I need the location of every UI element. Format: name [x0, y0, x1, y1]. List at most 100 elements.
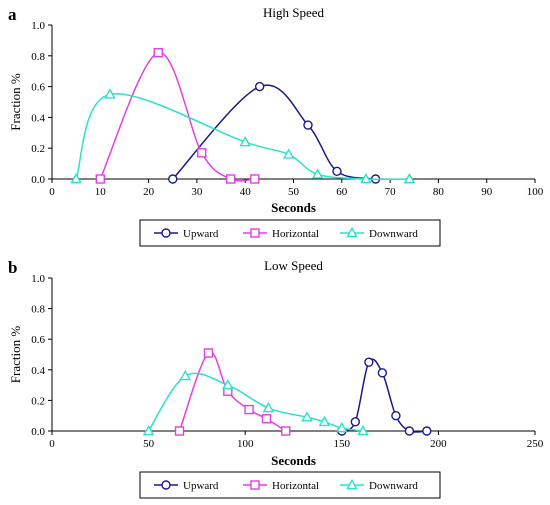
x-axis-label: Seconds [271, 453, 316, 468]
data-point-upward [303, 120, 313, 130]
series-line-downward [75, 92, 410, 181]
legend-marker-downward-symbol [346, 478, 358, 490]
legend-box [139, 219, 441, 247]
x-tick-label: 30 [191, 186, 203, 198]
legend-marker-upward-symbol [161, 228, 171, 238]
panel-label: a [8, 5, 17, 24]
data-point-horizontal [226, 174, 236, 184]
data-point-downward [262, 402, 275, 413]
data-point-downward [301, 411, 313, 422]
data-point-upward [391, 411, 401, 421]
data-point-downward [403, 172, 416, 184]
x-tick-label: 50 [143, 438, 155, 450]
y-tick-label: 0.2 [31, 395, 45, 407]
x-tick-label: 80 [433, 186, 445, 198]
y-tick-label: 0.8 [31, 51, 45, 63]
y-tick-label: 0.2 [31, 143, 45, 155]
data-point-upward [332, 166, 342, 177]
legend-box [139, 471, 441, 499]
legend-label-upward: Upward [183, 480, 219, 492]
y-axis-label: Fraction % [8, 326, 23, 384]
data-point-upward [364, 357, 374, 367]
x-tick-label: 40 [240, 186, 252, 198]
x-tick-label: 90 [481, 186, 493, 198]
legend-label-horizontal: Horizontal [272, 480, 319, 492]
y-tick-label: 0.4 [31, 365, 45, 377]
chart-panel-a: a High Speed 0 10 20 30 40 50 60 70 80 90 100 0.0 0.2 0… [8, 5, 544, 247]
x-tick-label: 150 [334, 438, 351, 450]
data-point-upward [168, 174, 178, 184]
data-point-downward [360, 172, 372, 184]
data-point-downward [282, 148, 295, 159]
x-tick-label: 100 [527, 186, 544, 198]
data-point-downward [179, 369, 192, 381]
series-line-downward [147, 372, 364, 432]
x-tick-label: 0 [49, 186, 55, 198]
data-point-horizontal [174, 426, 185, 436]
legend-label-downward: Downward [369, 480, 418, 492]
y-tick-label: 1.0 [31, 20, 45, 32]
data-point-horizontal [250, 174, 260, 184]
data-point-downward [222, 379, 234, 390]
y-tick-label: 0.0 [31, 426, 45, 438]
data-point-downward [336, 421, 348, 433]
legend-marker-horizontal-symbol [250, 480, 260, 490]
x-axis-label: Seconds [271, 200, 316, 215]
x-tick-label: 200 [430, 438, 447, 450]
legend: Upward Horizontal Downward [139, 471, 441, 499]
x-tick-label: 50 [288, 186, 300, 198]
data-point-horizontal [197, 148, 207, 158]
x-tick-label: 20 [143, 186, 155, 198]
chart-panel-b: b Low Speed 0 50 100 150 200 250 0.0 0.2 0.4 0.6 0.8… [8, 258, 544, 499]
data-point-downward [318, 415, 331, 427]
x-tick-label: 100 [237, 438, 254, 450]
y-tick-label: 0.6 [31, 82, 45, 94]
x-tick-label: 10 [95, 186, 107, 198]
y-tick-label: 0.8 [31, 304, 45, 316]
data-point-horizontal [244, 404, 254, 415]
series-horizontal [174, 348, 291, 436]
data-point-downward [311, 168, 324, 179]
x-tick-label: 0 [49, 438, 55, 450]
data-point-horizontal [95, 174, 106, 184]
series-downward [142, 369, 369, 436]
panel-label: b [8, 258, 17, 277]
legend: Upward Horizontal Downward [139, 219, 441, 247]
legend-marker-horizontal-symbol [250, 228, 260, 238]
series-horizontal [95, 48, 260, 184]
data-point-downward [239, 136, 251, 147]
data-point-horizontal [281, 426, 291, 436]
series-line-upward [172, 84, 376, 180]
data-point-downward [104, 88, 116, 99]
y-tick-label: 0.4 [31, 112, 45, 124]
legend-label-horizontal: Horizontal [272, 228, 319, 240]
data-point-downward [142, 424, 155, 436]
x-tick-label: 70 [385, 186, 397, 198]
series-upward [337, 357, 432, 436]
series-upward [168, 81, 381, 184]
series-downward [70, 88, 416, 184]
data-point-horizontal [261, 414, 272, 424]
legend-label-upward: Upward [183, 228, 219, 240]
y-tick-label: 0.0 [31, 174, 45, 186]
series-line-horizontal [99, 51, 255, 182]
data-point-horizontal [153, 48, 163, 58]
y-tick-label: 0.6 [31, 334, 45, 346]
data-point-downward [70, 172, 82, 184]
data-point-upward [350, 417, 361, 427]
data-point-horizontal [203, 348, 214, 358]
y-tick-label: 1.0 [31, 273, 45, 285]
legend-label-downward: Downward [369, 228, 418, 240]
data-point-upward [377, 368, 388, 378]
chart-title: Low Speed [264, 258, 323, 273]
y-axis-label: Fraction % [8, 73, 23, 131]
chart-title: High Speed [263, 5, 325, 20]
legend-marker-upward-symbol [161, 480, 171, 490]
legend-marker-downward-symbol [346, 226, 358, 238]
data-point-upward [404, 426, 415, 436]
x-tick-label: 60 [336, 186, 348, 198]
data-point-downward [357, 424, 369, 436]
data-point-upward [422, 426, 432, 436]
x-tick-label: 250 [527, 438, 544, 450]
